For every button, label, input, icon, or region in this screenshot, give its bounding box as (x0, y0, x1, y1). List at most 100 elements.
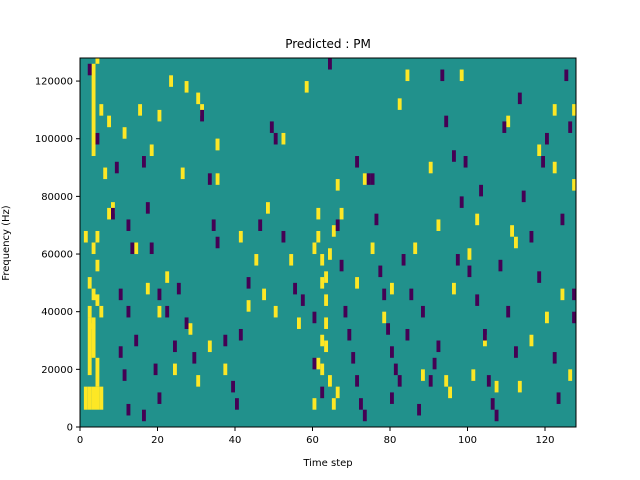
heatmap-cell-high (87, 386, 92, 410)
heatmap-cell-high (413, 242, 418, 255)
x-tick-label: 80 (384, 435, 397, 446)
heatmap-cell-high (494, 380, 499, 393)
heatmap-cell-low (417, 403, 422, 416)
heatmap-cell-high (335, 179, 340, 191)
heatmap-cell-low (238, 328, 243, 341)
heatmap-cell-low (111, 207, 115, 220)
y-tick-label: 20000 (41, 365, 73, 376)
heatmap-cell-low (339, 259, 344, 272)
heatmap-cell-high (165, 271, 170, 283)
heatmap-cell-high (262, 288, 267, 301)
heatmap-cell-low (572, 288, 577, 301)
heatmap-cell-low (401, 254, 406, 266)
heatmap-cell-low (572, 311, 577, 324)
heatmap-cell-high (316, 207, 321, 220)
heatmap-cell-high (572, 104, 577, 116)
heatmap-cell-low (153, 363, 158, 376)
heatmap-cell-low (545, 132, 549, 145)
heatmap-cell-low (176, 282, 181, 295)
heatmap-cell-high (111, 202, 115, 214)
heatmap-cell-high (320, 334, 325, 347)
y-tick-label: 120000 (35, 77, 73, 88)
heatmap-cell-high (390, 282, 394, 295)
heatmap-cell-low (293, 282, 298, 295)
heatmap-cell-low (215, 236, 220, 249)
heatmap-cell-low (335, 219, 340, 231)
heatmap-cell-high (339, 207, 344, 220)
heatmap-cell-high (91, 323, 96, 358)
heatmap-cell-low (386, 323, 391, 335)
heatmap-cell-high (552, 104, 557, 116)
heatmap-background (80, 58, 576, 427)
heatmap-cell-high (91, 242, 96, 255)
heatmap-cell-low (483, 328, 487, 341)
x-tick-label: 40 (229, 435, 242, 446)
heatmap-cell-high (506, 115, 511, 128)
y-tick-label: 60000 (41, 250, 73, 261)
heatmap-cell-high (215, 138, 220, 151)
heatmap-cell-high (215, 173, 220, 185)
heatmap-cell-high (273, 305, 278, 318)
heatmap-cell-low (200, 109, 205, 122)
heatmap-cell-high (83, 230, 88, 243)
heatmap-cell-high (448, 386, 453, 399)
heatmap-cell-high (572, 179, 577, 191)
heatmap-cell-high (87, 277, 92, 289)
heatmap-cell-high (304, 81, 309, 93)
y-tick-label: 40000 (41, 307, 73, 318)
heatmap-cell-high (157, 305, 162, 318)
heatmap-cell-low (157, 392, 162, 404)
heatmap-cell-low (258, 219, 263, 231)
heatmap-cell-low (126, 305, 131, 318)
heatmap-cell-high (537, 144, 542, 157)
heatmap-cell-low (502, 121, 507, 133)
heatmap-cell-low (87, 63, 92, 76)
heatmap-cell-high (184, 81, 189, 93)
heatmap-cell-low (452, 150, 456, 162)
heatmap-cell-low (514, 346, 518, 358)
heatmap-cell-low (455, 254, 460, 266)
heatmap-cell-low (432, 357, 437, 370)
heatmap-cell-low (459, 196, 464, 208)
heatmap-cell-low (494, 409, 499, 422)
heatmap-cell-low (370, 173, 375, 185)
heatmap-cell-high (157, 109, 162, 122)
x-axis-label: Time step (302, 458, 352, 469)
heatmap-cell-low (444, 115, 449, 128)
heatmap-cell-low (95, 132, 100, 145)
x-tick-label: 60 (306, 435, 319, 446)
heatmap-cell-low (556, 392, 561, 404)
heatmap-cell-low (211, 219, 216, 231)
heatmap-cell-low (235, 398, 239, 410)
heatmap-cell-low (521, 190, 526, 203)
x-tick-label: 120 (535, 435, 554, 446)
heatmap-cell-high (223, 363, 228, 376)
heatmap-cell-low (552, 352, 557, 364)
heatmap-cell-low (366, 173, 371, 185)
heatmap-cell-high (122, 127, 127, 139)
heatmap-cell-low (374, 213, 379, 226)
heatmap-cell-high (196, 375, 201, 387)
heatmap-cell-low (173, 340, 177, 353)
heatmap-cell-low (149, 242, 154, 255)
heatmap-cell-high (91, 386, 96, 410)
heatmap-cell-low (405, 328, 410, 341)
heatmap-cell-low (529, 230, 534, 243)
heatmap-cell-low (517, 92, 522, 105)
heatmap-cell-low (192, 352, 197, 364)
heatmap-cell-high (568, 369, 573, 381)
heatmap-cell-low (393, 363, 398, 376)
heatmap-cell-low (440, 69, 445, 82)
heatmap-cell-high (95, 386, 100, 410)
y-tick-label: 0 (67, 423, 73, 434)
heatmap-cell-high (545, 311, 549, 324)
heatmap-cell-low (118, 288, 123, 301)
heatmap-cell-low (300, 294, 305, 306)
heatmap-cell-high (320, 363, 325, 376)
heatmap-cell-low (126, 403, 131, 416)
plot-frame (79, 57, 577, 428)
heatmap-cell-high (483, 334, 487, 347)
heatmap-cell-low (537, 271, 542, 283)
heatmap-cell-low (246, 277, 251, 289)
